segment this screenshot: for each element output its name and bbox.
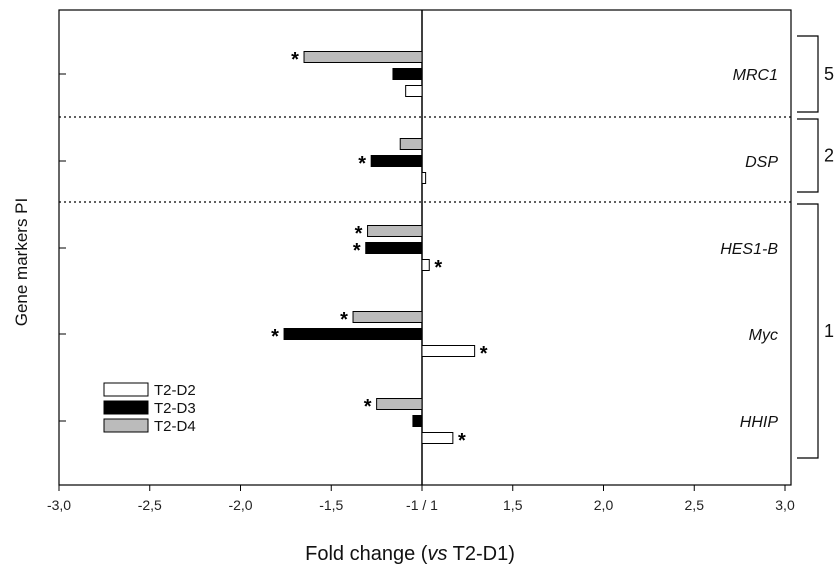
bar-t2-d4-dsp bbox=[399, 138, 423, 150]
group-label-1: 1 bbox=[824, 321, 834, 341]
bar-t2-d3-dsp bbox=[370, 155, 423, 167]
x-tick-label: 2,5 bbox=[685, 497, 705, 513]
group-bracket-5 bbox=[797, 35, 819, 113]
gene-label-myc: Myc bbox=[749, 327, 778, 344]
bar-t2-d2-myc bbox=[421, 345, 476, 357]
bar-t2-d3-mrc1 bbox=[392, 68, 423, 80]
x-tick-label: -2,5 bbox=[138, 497, 162, 513]
x-tick-label: 2,0 bbox=[594, 497, 614, 513]
x-tick-label: -1,5 bbox=[319, 497, 343, 513]
legend-label-t2-d2: T2-D2 bbox=[154, 382, 196, 399]
group-bracket-2 bbox=[797, 118, 819, 193]
significance-star: * bbox=[358, 153, 366, 175]
bars bbox=[283, 51, 476, 444]
group-brackets: 5 2 1 bbox=[797, 35, 834, 459]
x-axis-title: Fold change (vs T2-D1) bbox=[305, 543, 515, 565]
x-axis-ticks: -3,0 -2,5 -2,0 -1,5 -1 / 1 1,5 2,0 2,5 3,0 bbox=[47, 485, 795, 513]
bar-t2-d4-hes1-b bbox=[367, 225, 423, 237]
significance-star: * bbox=[355, 223, 363, 245]
x-tick-label: -3,0 bbox=[47, 497, 71, 513]
bar-t2-d2-mrc1 bbox=[405, 85, 423, 97]
bar-t2-d2-hhip bbox=[421, 432, 454, 444]
x-tick-label: -1 / 1 bbox=[406, 497, 438, 513]
group-separators bbox=[59, 116, 791, 203]
group-bracket-1 bbox=[797, 203, 819, 459]
significance-markers: ********** bbox=[271, 49, 488, 452]
gene-label-dsp: DSP bbox=[745, 154, 778, 171]
legend-swatch-t2-d3 bbox=[103, 400, 149, 415]
x-tick-label: 3,0 bbox=[775, 497, 795, 513]
significance-star: * bbox=[271, 326, 279, 348]
bar-t2-d4-mrc1 bbox=[303, 51, 423, 63]
bar-t2-d2-dsp bbox=[421, 172, 427, 184]
legend-swatch-t2-d2 bbox=[103, 382, 149, 397]
significance-star: * bbox=[458, 430, 466, 452]
group-label-2: 2 bbox=[824, 146, 834, 166]
significance-star: * bbox=[480, 343, 488, 365]
gene-label-mrc1: MRC1 bbox=[733, 67, 778, 84]
gene-label-hes1-b: HES1-B bbox=[720, 241, 778, 258]
significance-star: * bbox=[291, 49, 299, 71]
significance-star: * bbox=[340, 309, 348, 331]
gene-label-hhip: HHIP bbox=[740, 414, 779, 431]
significance-star: * bbox=[434, 257, 442, 279]
group-label-5: 5 bbox=[824, 64, 834, 84]
bar-t2-d4-myc bbox=[352, 311, 423, 323]
x-tick-label: 1,5 bbox=[503, 497, 523, 513]
gene-labels: MRC1 DSP HES1-B Myc HHIP bbox=[720, 67, 778, 431]
y-axis-ticks bbox=[59, 73, 66, 422]
significance-star: * bbox=[353, 240, 361, 262]
bar-t2-d3-hhip bbox=[412, 415, 423, 427]
y-axis-title: Gene markers PI bbox=[12, 198, 31, 327]
legend-label-t2-d3: T2-D3 bbox=[154, 400, 196, 417]
bar-t2-d3-hes1-b bbox=[365, 242, 423, 254]
legend-swatch-t2-d4 bbox=[103, 418, 149, 433]
bar-t2-d3-myc bbox=[283, 328, 423, 340]
x-tick-label: -2,0 bbox=[228, 497, 252, 513]
significance-star: * bbox=[364, 396, 372, 418]
bar-t2-d2-hes1-b bbox=[421, 259, 430, 271]
bar-t2-d4-hhip bbox=[376, 398, 423, 410]
legend-label-t2-d4: T2-D4 bbox=[154, 418, 196, 435]
